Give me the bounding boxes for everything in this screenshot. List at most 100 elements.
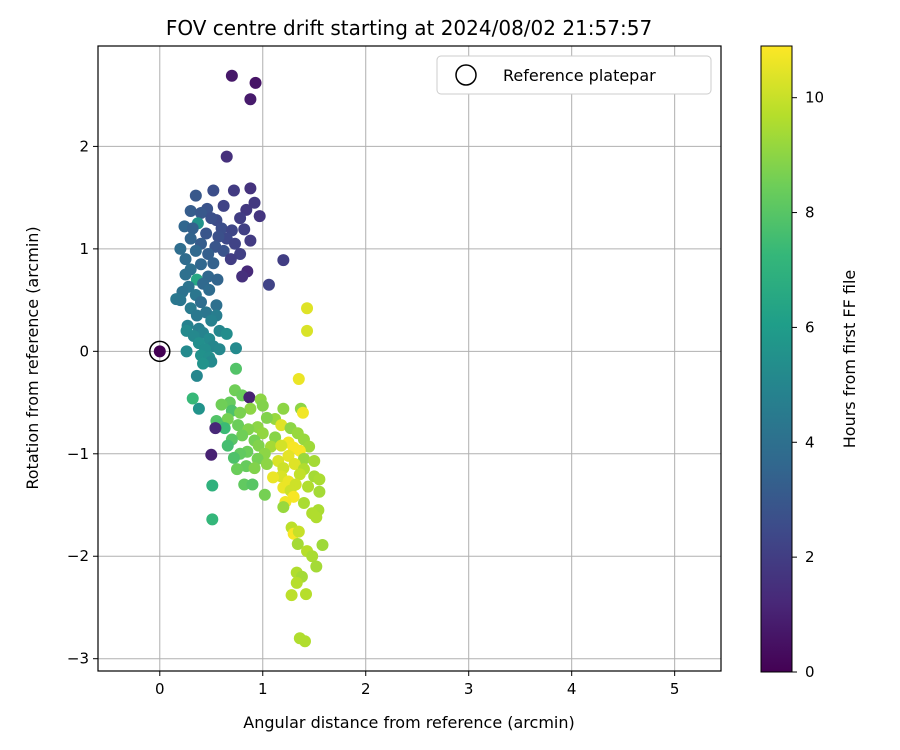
colorbar-ticks: 0 2 4 6 8 10	[792, 89, 824, 681]
data-point	[292, 525, 305, 538]
data-point	[205, 314, 218, 327]
data-point	[211, 273, 224, 286]
data-point	[232, 419, 245, 432]
x-tick-label: 5	[670, 680, 680, 698]
colorbar-tick-label: 2	[805, 548, 815, 566]
data-point	[244, 93, 257, 106]
data-point	[186, 222, 199, 235]
data-point	[205, 448, 218, 461]
data-point	[310, 511, 323, 524]
data-point	[179, 268, 192, 281]
data-point	[229, 342, 242, 355]
data-point	[298, 635, 311, 648]
legend-box	[436, 55, 712, 95]
data-point	[303, 440, 316, 453]
data-point	[186, 392, 199, 405]
data-point	[206, 479, 219, 492]
data-point	[225, 69, 238, 82]
data-point	[197, 357, 210, 370]
data-point	[251, 452, 264, 465]
data-point	[262, 278, 275, 291]
x-tick-label: 3	[464, 680, 474, 698]
data-point	[310, 560, 323, 573]
x-tick-label: 1	[258, 680, 268, 698]
data-point	[153, 345, 166, 358]
data-point	[240, 203, 253, 216]
data-point	[246, 478, 259, 491]
colorbar-tick-label: 8	[805, 204, 815, 222]
data-point	[253, 210, 266, 223]
data-point	[269, 431, 282, 444]
data-point	[291, 537, 304, 550]
data-point	[203, 283, 216, 296]
data-point	[210, 299, 223, 312]
data-point	[256, 399, 269, 412]
grid-lines	[98, 46, 721, 671]
data-point	[306, 550, 319, 563]
data-point	[192, 402, 205, 415]
data-point	[243, 391, 256, 404]
data-point	[221, 412, 234, 425]
data-point	[249, 76, 262, 89]
data-point	[297, 496, 310, 509]
data-point	[234, 247, 247, 260]
x-tick-label: 0	[155, 680, 165, 698]
data-point	[290, 576, 303, 589]
reference-platepar-marker	[149, 340, 171, 363]
x-axis-label: Angular distance from reference (arcmin)	[243, 713, 574, 732]
data-point	[220, 327, 233, 340]
data-point	[282, 449, 295, 462]
data-point	[227, 451, 240, 464]
data-point	[288, 458, 301, 471]
data-point	[244, 234, 257, 247]
reference-marker-ring	[149, 340, 171, 363]
data-point	[267, 471, 280, 484]
data-point	[244, 402, 257, 415]
data-point	[207, 184, 220, 197]
y-tick-label: 0	[79, 342, 89, 360]
colorbar-tick-label: 0	[805, 663, 815, 681]
data-point	[238, 478, 251, 491]
data-point	[275, 419, 288, 432]
data-point	[277, 254, 290, 267]
data-point	[179, 253, 192, 266]
data-point	[277, 501, 290, 514]
data-point	[217, 244, 230, 257]
data-point	[248, 196, 261, 209]
data-point	[313, 485, 326, 498]
x-tick-label: 4	[567, 680, 577, 698]
data-point	[190, 369, 203, 382]
data-point	[238, 223, 251, 236]
colorbar	[760, 45, 793, 673]
data-point	[302, 480, 315, 493]
data-point	[174, 242, 187, 255]
data-point	[234, 406, 247, 419]
data-point	[215, 398, 228, 411]
data-point	[194, 296, 207, 309]
x-axis-ticks: 0 1 2 3 4 5	[155, 671, 679, 698]
data-point	[184, 232, 197, 245]
data-point	[285, 589, 298, 602]
data-point	[229, 362, 242, 375]
data-point	[313, 473, 326, 486]
legend-label: Reference platepar	[503, 66, 656, 85]
x-tick-label: 2	[361, 680, 371, 698]
data-point	[258, 488, 271, 501]
data-point	[213, 343, 226, 356]
data-point	[244, 182, 257, 195]
data-point	[301, 324, 314, 337]
data-point	[260, 458, 273, 471]
data-point	[256, 427, 269, 440]
data-point	[205, 212, 218, 225]
data-point	[221, 439, 234, 452]
data-point	[190, 309, 203, 322]
data-point	[236, 429, 249, 442]
data-point	[231, 463, 244, 476]
plot-frame	[97, 45, 722, 672]
data-point	[297, 452, 310, 465]
data-point	[194, 207, 207, 220]
legend-marker	[455, 64, 477, 86]
data-point	[292, 372, 305, 385]
data-point	[234, 212, 247, 225]
